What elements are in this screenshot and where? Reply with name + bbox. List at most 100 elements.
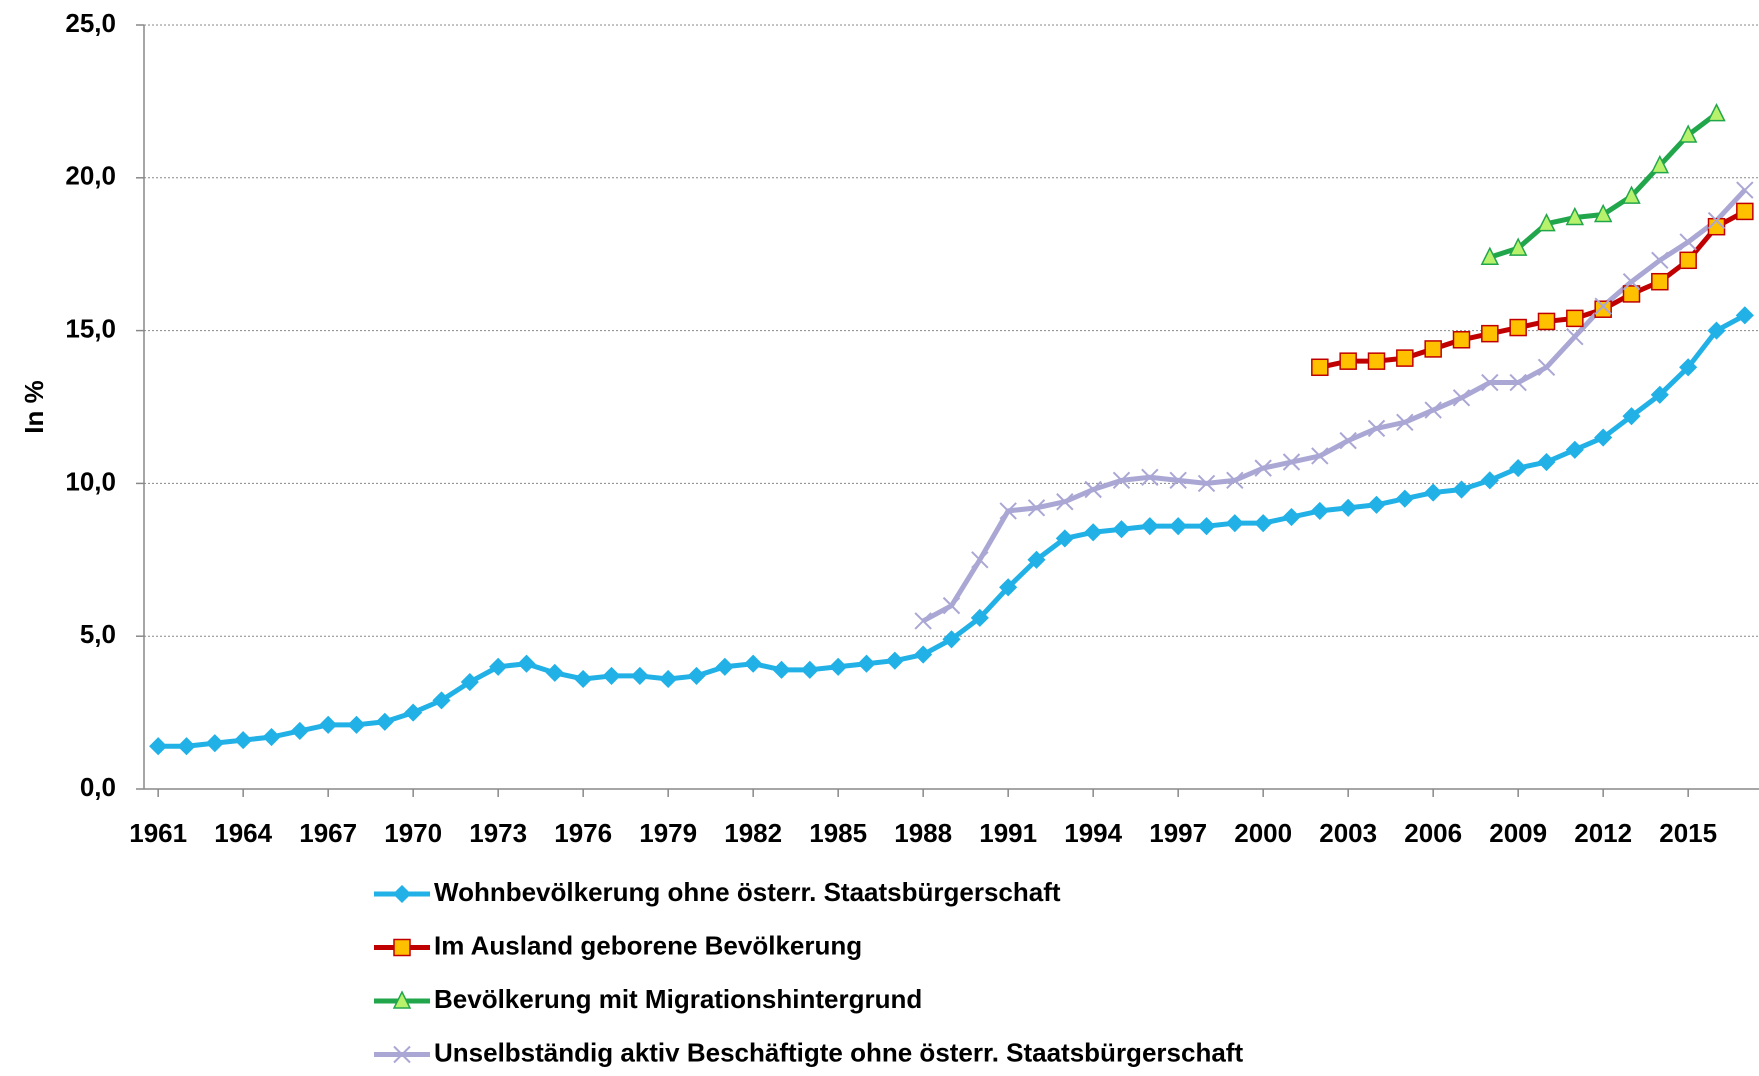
legend-marker bbox=[393, 938, 411, 957]
x-tick-label: 2006 bbox=[1404, 818, 1462, 848]
marker bbox=[1707, 211, 1726, 230]
marker bbox=[432, 691, 451, 710]
marker bbox=[517, 654, 536, 673]
x-tick-label: 1964 bbox=[214, 818, 272, 848]
legend-marker bbox=[392, 990, 412, 1009]
legend-label: Im Ausland geborene Bevölkerung bbox=[434, 930, 862, 960]
marker bbox=[1310, 501, 1329, 520]
marker bbox=[1311, 358, 1329, 377]
marker bbox=[1339, 352, 1357, 370]
marker bbox=[942, 596, 961, 615]
y-tick-label: 0,0 bbox=[80, 772, 116, 802]
marker bbox=[999, 502, 1017, 520]
marker bbox=[545, 663, 564, 682]
marker bbox=[1112, 471, 1131, 490]
x-tick-label: 2015 bbox=[1659, 818, 1717, 848]
x-tick-label: 1970 bbox=[384, 818, 442, 848]
marker bbox=[1537, 212, 1556, 232]
marker bbox=[1622, 272, 1641, 291]
marker bbox=[489, 657, 508, 676]
marker bbox=[177, 737, 196, 756]
x-tick-label: 1973 bbox=[469, 818, 527, 848]
marker bbox=[319, 715, 338, 734]
x-tick-label: 2009 bbox=[1489, 818, 1547, 848]
marker bbox=[1225, 514, 1244, 533]
marker bbox=[460, 672, 479, 692]
marker bbox=[1679, 251, 1697, 270]
marker bbox=[1707, 321, 1726, 340]
x-tick-label: 1982 bbox=[724, 818, 782, 848]
marker bbox=[290, 721, 309, 740]
marker bbox=[999, 578, 1018, 597]
marker bbox=[1537, 452, 1556, 472]
marker bbox=[1452, 331, 1471, 349]
marker bbox=[1367, 495, 1386, 514]
marker bbox=[234, 731, 253, 750]
marker bbox=[1424, 483, 1443, 502]
marker bbox=[1651, 251, 1669, 270]
series-line bbox=[1319, 209, 1747, 370]
x-tick-label: 1994 bbox=[1064, 818, 1122, 848]
y-tick-label: 25,0 bbox=[65, 8, 116, 38]
marker bbox=[1508, 237, 1528, 256]
marker bbox=[1395, 489, 1414, 508]
marker bbox=[1084, 480, 1102, 499]
marker bbox=[375, 712, 394, 731]
marker bbox=[1509, 373, 1527, 392]
marker bbox=[1141, 468, 1159, 486]
marker bbox=[829, 657, 848, 676]
marker bbox=[1311, 447, 1329, 465]
x-tick-label: 1979 bbox=[639, 818, 697, 848]
marker bbox=[1367, 352, 1386, 370]
marker bbox=[885, 651, 904, 670]
marker bbox=[1197, 474, 1216, 493]
marker bbox=[1678, 124, 1698, 143]
marker bbox=[1481, 373, 1499, 392]
marker bbox=[1084, 523, 1103, 542]
series-line bbox=[921, 188, 1747, 624]
y-axis-label: In % bbox=[19, 380, 49, 433]
x-tick-label: 1991 bbox=[979, 818, 1037, 848]
legend-label: Bevölkerung mit Migrationshintergrund bbox=[434, 984, 922, 1014]
marker bbox=[1537, 358, 1556, 376]
marker bbox=[1565, 206, 1585, 226]
marker bbox=[1707, 102, 1726, 122]
marker bbox=[744, 654, 763, 673]
marker bbox=[1282, 453, 1301, 471]
marker bbox=[1736, 181, 1754, 199]
y-tick-label: 20,0 bbox=[65, 161, 116, 191]
marker bbox=[1565, 440, 1584, 459]
legend-label: Unselbständig aktiv Beschäftigte ohne ös… bbox=[434, 1037, 1243, 1067]
y-tick-label: 5,0 bbox=[80, 619, 116, 649]
marker bbox=[1169, 517, 1188, 536]
marker bbox=[1396, 349, 1414, 367]
marker bbox=[1396, 413, 1414, 431]
marker bbox=[1736, 202, 1754, 221]
marker bbox=[1112, 520, 1131, 539]
marker bbox=[1367, 419, 1386, 438]
marker bbox=[1650, 385, 1669, 404]
marker bbox=[1622, 285, 1641, 303]
marker bbox=[1254, 459, 1272, 477]
marker bbox=[1594, 300, 1612, 318]
marker bbox=[1226, 471, 1244, 490]
marker bbox=[1056, 493, 1074, 511]
x-tick-label: 1997 bbox=[1149, 818, 1207, 848]
marker bbox=[1679, 358, 1698, 377]
marker bbox=[630, 666, 649, 685]
marker bbox=[404, 703, 423, 722]
marker bbox=[1197, 517, 1216, 536]
marker bbox=[574, 669, 593, 689]
marker bbox=[687, 666, 706, 685]
x-tick-label: 2003 bbox=[1319, 818, 1377, 848]
marker bbox=[149, 737, 168, 756]
marker bbox=[1254, 514, 1273, 533]
marker bbox=[659, 669, 678, 689]
marker bbox=[914, 645, 933, 664]
marker bbox=[800, 660, 819, 679]
x-tick-label: 1961 bbox=[129, 818, 187, 848]
x-tick-label: 1985 bbox=[809, 818, 867, 848]
marker bbox=[857, 654, 876, 673]
marker bbox=[1509, 318, 1527, 337]
